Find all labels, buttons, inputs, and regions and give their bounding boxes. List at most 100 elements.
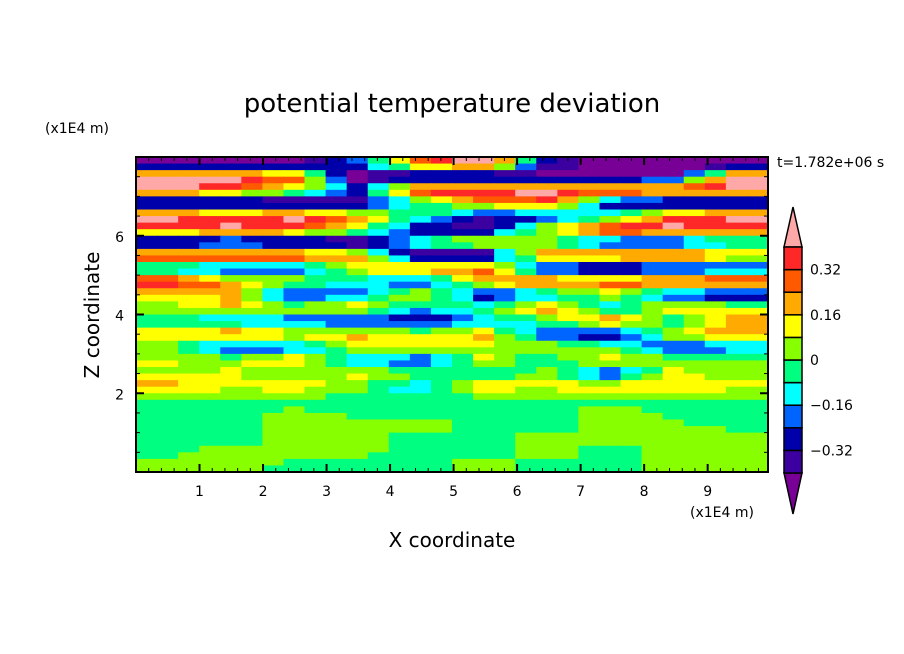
contour-cell xyxy=(536,334,558,342)
contour-cell xyxy=(746,412,769,421)
contour-cell xyxy=(620,340,643,348)
contour-cell xyxy=(325,163,348,171)
contour-cell xyxy=(304,248,327,257)
contour-cell xyxy=(557,176,579,184)
contour-cell xyxy=(662,393,685,401)
contour-cell xyxy=(178,340,200,348)
contour-cell xyxy=(283,334,306,342)
contour-cell xyxy=(704,307,727,316)
contour-cell xyxy=(136,268,158,276)
contour-cell xyxy=(199,209,221,217)
contour-cell xyxy=(430,321,453,329)
contour-cell xyxy=(388,452,411,460)
contour-cell xyxy=(599,255,622,263)
contour-cell xyxy=(746,209,769,217)
contour-cell xyxy=(178,439,200,447)
contour-cell xyxy=(536,465,558,473)
contour-cell xyxy=(262,340,285,348)
contour-cell xyxy=(515,189,537,197)
contour-cell xyxy=(241,209,263,217)
contour-cell xyxy=(599,301,622,309)
contour-cell xyxy=(452,452,474,460)
contour-cell xyxy=(409,412,432,421)
contour-cell xyxy=(325,321,348,329)
contour-cell xyxy=(367,196,390,204)
contour-cell xyxy=(704,347,727,355)
contour-cell xyxy=(409,209,432,217)
contour-cell xyxy=(241,288,263,296)
contour-cell xyxy=(641,222,664,230)
contour-cell xyxy=(346,196,369,204)
contour-cell xyxy=(725,176,748,184)
contour-cell xyxy=(325,216,348,224)
contour-cell xyxy=(536,222,558,230)
contour-cell xyxy=(262,216,285,224)
contour-cell xyxy=(536,340,558,348)
contour-cell xyxy=(409,202,432,211)
contour-cell xyxy=(536,301,558,309)
contour-cell xyxy=(683,281,706,289)
contour-cell xyxy=(641,294,664,302)
contour-cell xyxy=(304,222,327,230)
contour-cell xyxy=(515,360,537,368)
contour-cell xyxy=(557,235,579,243)
contour-cell xyxy=(430,340,453,348)
contour-cell xyxy=(704,321,727,329)
contour-cell xyxy=(746,419,769,427)
contour-cell xyxy=(494,229,516,237)
contour-cell xyxy=(662,406,685,414)
contour-cell xyxy=(178,209,200,217)
contour-cell xyxy=(157,465,179,473)
contour-cell xyxy=(536,419,558,427)
contour-cell xyxy=(725,216,748,224)
contour-cell xyxy=(283,321,306,329)
contour-cell xyxy=(304,163,327,171)
contour-cell xyxy=(746,360,769,368)
contour-cell xyxy=(746,452,769,460)
contour-cell xyxy=(367,445,390,453)
contour-cell xyxy=(220,268,242,276)
contour-cell xyxy=(599,458,622,467)
contour-cell xyxy=(641,216,664,224)
contour-cell xyxy=(136,432,158,440)
contour-cell xyxy=(283,406,306,414)
contour-cell xyxy=(241,465,263,473)
contour-cell xyxy=(725,235,748,243)
contour-cell xyxy=(262,242,285,250)
contour-cell xyxy=(157,380,179,388)
x-tick-label: 8 xyxy=(640,484,649,500)
contour-cell xyxy=(241,399,263,407)
contour-cell xyxy=(409,301,432,309)
contour-cell xyxy=(515,406,537,414)
contour-cell xyxy=(683,321,706,329)
contour-cell xyxy=(452,222,474,230)
contour-cell xyxy=(409,426,432,434)
colorbar-box xyxy=(783,314,803,339)
contour-cell xyxy=(452,360,474,368)
contour-cell xyxy=(241,406,263,414)
contour-cell xyxy=(536,216,558,224)
contour-cell xyxy=(178,275,200,283)
contour-cell xyxy=(388,419,411,427)
contour-cell xyxy=(683,202,706,211)
contour-cell xyxy=(473,393,495,401)
contour-cell xyxy=(683,347,706,355)
y-tick-label: 6 xyxy=(115,230,124,246)
contour-cell xyxy=(704,327,727,335)
contour-cell xyxy=(388,380,411,388)
contour-cell xyxy=(157,386,179,394)
contour-cell xyxy=(325,157,348,165)
contour-cell xyxy=(620,373,643,381)
contour-cell xyxy=(620,393,643,401)
contour-cell xyxy=(241,163,263,171)
contour-cell xyxy=(452,373,474,381)
contour-cell xyxy=(325,393,348,401)
contour-cell xyxy=(662,170,685,178)
contour-cell xyxy=(746,268,769,276)
contour-cell xyxy=(641,242,664,250)
contour-cell xyxy=(452,248,474,257)
contour-cell xyxy=(409,340,432,348)
contour-cell xyxy=(199,189,221,197)
contour-cell xyxy=(452,294,474,302)
contour-cell xyxy=(536,412,558,421)
